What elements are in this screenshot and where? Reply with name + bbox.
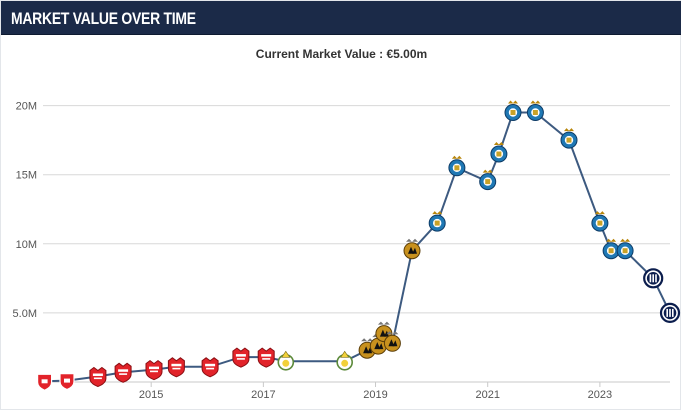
data-point-club-icon[interactable] [59, 373, 75, 391]
data-point-club-icon[interactable] [201, 357, 219, 378]
data-point-club-icon[interactable] [602, 238, 620, 260]
data-point-club-icon[interactable] [479, 169, 497, 191]
data-point-club-icon[interactable] [114, 362, 132, 383]
data-point-club-icon[interactable] [277, 350, 295, 371]
grid-layer [43, 105, 670, 383]
data-point-club-icon[interactable] [659, 302, 681, 323]
chart-subtitle: Current Market Value : €5.00m [255, 47, 428, 61]
line-layer [44, 111, 671, 383]
data-point-club-icon[interactable] [36, 373, 53, 391]
card-title: MARKET VALUE OVER TIME [11, 9, 196, 28]
data-point-club-icon[interactable] [643, 268, 664, 289]
data-point-club-icon[interactable] [526, 100, 544, 121]
data-point-club-icon[interactable] [89, 366, 107, 388]
data-point-club-icon[interactable] [383, 331, 401, 352]
data-point-club-icon[interactable] [167, 357, 185, 378]
data-point-club-icon[interactable] [232, 347, 250, 368]
x-tick-label: 2019 [363, 389, 387, 401]
data-point-club-icon[interactable] [490, 142, 508, 163]
y-tick-label: 10M [16, 239, 37, 251]
data-point-club-icon[interactable] [257, 347, 275, 368]
x-tick-label: 2021 [475, 389, 499, 401]
axis-layer: 5.0M 10M 15M 20M 2015 2017 2019 2021 2023 [13, 101, 613, 401]
x-tick-label: 2015 [139, 389, 163, 401]
data-point-club-icon[interactable] [145, 359, 163, 381]
card-header: MARKET VALUE OVER TIME [1, 1, 681, 35]
y-tick-label: 15M [16, 170, 37, 182]
x-tick-label: 2017 [251, 389, 275, 401]
market-value-line [44, 111, 671, 383]
point-layer[interactable] [36, 100, 681, 391]
data-point-club-icon[interactable] [448, 155, 466, 177]
x-tick-label: 2023 [588, 389, 612, 401]
data-point-club-icon[interactable] [336, 350, 354, 371]
y-tick-label: 5.0M [13, 308, 37, 320]
data-point-club-icon[interactable] [591, 211, 609, 232]
data-point-club-icon[interactable] [504, 100, 522, 121]
y-tick-label: 20M [16, 101, 37, 113]
data-point-club-icon[interactable] [560, 128, 578, 149]
data-point-club-icon[interactable] [403, 238, 421, 260]
data-point-club-icon[interactable] [428, 211, 446, 232]
data-point-club-icon[interactable] [616, 238, 634, 260]
